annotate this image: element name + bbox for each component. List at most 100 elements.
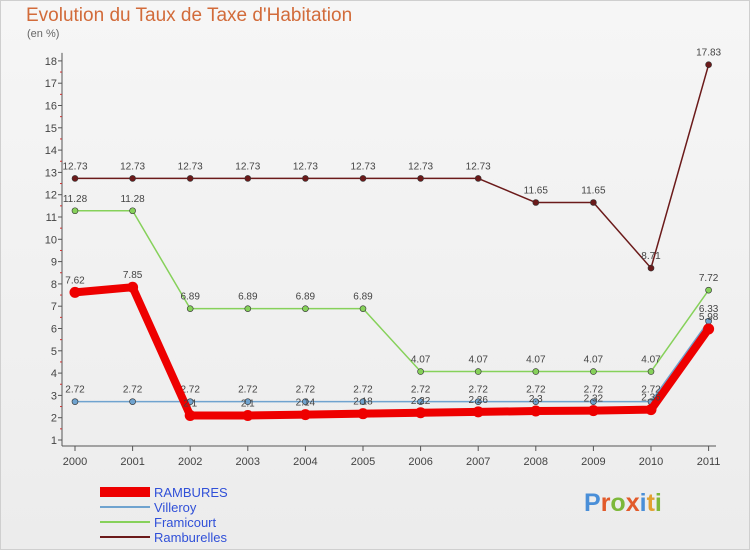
chart-title: Evolution du Taux de Taxe d'Habitation (26, 5, 353, 26)
data-label-villeroy: 2.72 (411, 385, 431, 396)
x-tick-label: 2011 (697, 456, 721, 468)
data-label-villeroy: 2.72 (238, 385, 258, 396)
data-label-ramburelles: 12.73 (293, 161, 318, 172)
data-point-framicourt (302, 305, 309, 312)
data-label-rambures: 2.1 (183, 398, 197, 409)
x-tick-label: 2005 (351, 456, 375, 468)
data-label-framicourt: 4.07 (641, 355, 661, 366)
y-tick-label: 6 (51, 324, 57, 336)
data-label-villeroy: 6.33 (699, 304, 719, 315)
data-label-rambures: 2.26 (468, 395, 488, 406)
data-label-ramburelles: 12.73 (62, 161, 87, 172)
x-tick-label: 2003 (236, 456, 260, 468)
data-point-ramburelles (71, 175, 79, 182)
data-label-ramburelles: 12.73 (235, 161, 260, 172)
y-tick-label: 11 (46, 212, 57, 224)
data-point-framicourt (244, 305, 252, 312)
data-label-rambures: 7.85 (123, 270, 143, 281)
data-label-rambures: 2.32 (584, 394, 604, 405)
data-label-rambures: 2.14 (296, 398, 316, 409)
data-label-villeroy: 2.72 (468, 385, 488, 396)
x-tick-label: 2007 (466, 456, 490, 468)
proxiti-logo: Proxiti (584, 489, 662, 518)
data-label-villeroy: 2.72 (641, 385, 661, 396)
data-label-ramburelles: 17.83 (696, 48, 721, 59)
data-label-framicourt: 11.28 (120, 194, 145, 205)
data-point-rambures (645, 404, 657, 416)
data-point-villeroy (129, 398, 136, 405)
data-point-framicourt (532, 368, 540, 375)
x-tick-label: 2006 (408, 456, 432, 468)
data-label-rambures: 2.36 (641, 393, 661, 404)
data-label-ramburelles: 12.73 (350, 161, 375, 172)
legend-swatch-villeroy (100, 506, 150, 508)
data-label-villeroy: 2.72 (296, 385, 316, 396)
data-point-villeroy (244, 398, 252, 405)
y-tick-label: 18 (45, 56, 57, 68)
data-point-framicourt (417, 368, 424, 375)
legend-label-villeroy: Villeroy (154, 500, 197, 515)
data-point-framicourt (705, 286, 712, 294)
y-axis-unit: (en %) (27, 28, 60, 40)
data-point-framicourt (129, 207, 136, 215)
data-label-villeroy: 2.72 (65, 385, 85, 396)
data-label-framicourt: 6.89 (180, 292, 200, 303)
data-point-rambures (530, 405, 542, 417)
y-tick-label: 5 (51, 346, 57, 358)
legend-label-ramburelles: Ramburelles (154, 530, 227, 545)
data-point-rambures (242, 409, 254, 421)
x-tick-label: 2009 (581, 456, 605, 468)
legend-label-rambures: RAMBURES (154, 485, 228, 500)
data-label-ramburelles: 11.65 (524, 186, 549, 197)
y-tick-label: 14 (45, 145, 57, 157)
y-tick-label: 12 (45, 190, 57, 202)
data-label-framicourt: 7.72 (699, 273, 719, 284)
data-label-rambures: 2.22 (411, 396, 431, 407)
logo-letter: t (646, 489, 655, 517)
data-point-villeroy (417, 398, 424, 405)
data-label-framicourt: 4.07 (468, 355, 488, 366)
data-label-ramburelles: 12.73 (408, 161, 433, 172)
data-point-ramburelles (705, 61, 712, 68)
y-tick-label: 3 (51, 390, 57, 402)
data-point-ramburelles (647, 264, 655, 272)
data-label-ramburelles: 11.65 (581, 186, 606, 197)
data-label-ramburelles: 12.73 (120, 161, 145, 172)
data-point-villeroy (302, 398, 309, 405)
y-tick-label: 17 (45, 78, 57, 90)
data-point-rambures (703, 323, 715, 335)
x-tick-label: 2008 (524, 456, 548, 468)
logo-letter: P (584, 489, 601, 517)
data-point-framicourt (359, 305, 367, 312)
data-label-framicourt: 6.89 (296, 292, 316, 303)
y-tick-label: 13 (45, 167, 57, 179)
data-point-ramburelles (590, 199, 597, 206)
y-tick-label: 7 (51, 301, 57, 313)
data-point-rambures (415, 407, 427, 419)
data-label-villeroy: 2.72 (526, 385, 546, 396)
data-point-rambures (184, 409, 196, 421)
data-point-rambures (127, 281, 139, 293)
data-point-rambures (472, 406, 484, 418)
data-point-rambures (299, 409, 311, 421)
data-point-villeroy (359, 398, 367, 405)
data-point-ramburelles (244, 175, 252, 182)
y-tick-label: 1 (51, 435, 57, 447)
logo-letter: o (610, 489, 626, 517)
data-label-framicourt: 11.28 (63, 194, 88, 205)
data-point-ramburelles (129, 175, 136, 182)
data-label-rambures: 2.3 (529, 394, 543, 405)
y-tick-label: 10 (45, 234, 57, 246)
data-label-villeroy: 2.72 (353, 385, 373, 396)
data-point-ramburelles (359, 175, 367, 182)
x-tick-label: 2004 (293, 456, 317, 468)
data-label-villeroy: 2.72 (180, 385, 200, 396)
data-point-framicourt (186, 305, 194, 312)
logo-letter: i (654, 489, 662, 517)
data-label-rambures: 2.1 (241, 398, 255, 409)
legend-label-framicourt: Framicourt (154, 515, 217, 530)
data-label-villeroy: 2.72 (584, 385, 604, 396)
data-point-ramburelles (474, 175, 482, 182)
x-tick-label: 2000 (63, 456, 87, 468)
